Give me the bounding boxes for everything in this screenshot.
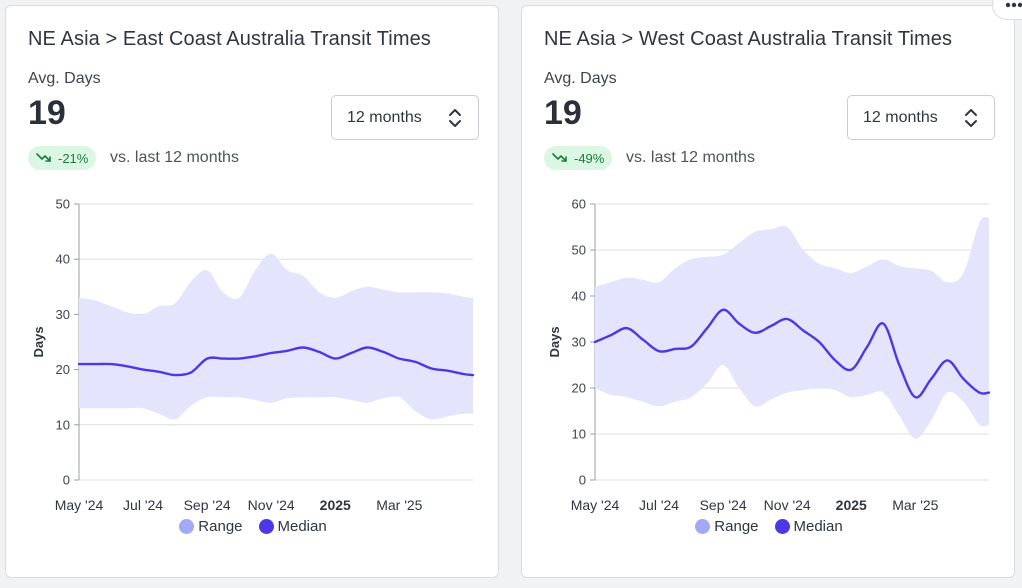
transit-time-chart: 0 10 20 30 40 50 Days May '24 Jul '24 Sep '24 Nov …	[31, 197, 475, 513]
y-tick-label: 60	[572, 197, 586, 212]
y-tick-label: 20	[56, 362, 70, 377]
card-title: NE Asia > East Coast Australia Transit T…	[28, 28, 431, 50]
y-axis-label: Days	[31, 326, 46, 357]
legend-item-range[interactable]: Range	[695, 518, 759, 535]
legend-median-label: Median	[793, 518, 843, 535]
median-line	[593, 308, 991, 399]
more-options-button[interactable]	[992, 0, 1022, 20]
chevron-up-down-icon	[449, 108, 461, 127]
x-tick-label: Nov '24	[764, 497, 811, 513]
metric-label: Avg. Days	[28, 70, 101, 87]
y-axis-label: Days	[547, 326, 562, 357]
trend-badge: -49%	[544, 146, 613, 170]
legend-item-range[interactable]: Range	[179, 518, 243, 535]
metric-value: 19	[544, 94, 582, 132]
legend-range-swatch	[179, 519, 195, 534]
period-select-value: 12 months	[863, 108, 938, 126]
y-tick-label: 10	[56, 417, 70, 432]
trend-change-value: -49%	[574, 150, 605, 166]
x-tick-label: Nov '24	[248, 497, 295, 513]
chart-legend: Range Median	[6, 518, 500, 535]
x-tick-label: Jul '24	[639, 497, 679, 513]
y-tick-label: 0	[63, 473, 70, 488]
metric-label: Avg. Days	[544, 70, 617, 87]
chart-legend: Range Median	[522, 518, 1016, 535]
card-title: NE Asia > West Coast Australia Transit T…	[544, 28, 953, 50]
legend-item-median[interactable]: Median	[258, 518, 327, 535]
y-tick-label: 10	[572, 427, 586, 442]
y-tick-label: 0	[579, 473, 586, 488]
y-tick-label: 50	[572, 243, 586, 258]
y-tick-label: 40	[56, 252, 70, 267]
legend-range-label: Range	[198, 518, 243, 535]
y-tick-label: 30	[56, 307, 70, 322]
east-coast-transit-card: NE Asia > East Coast Australia Transit T…	[5, 5, 499, 578]
y-tick-label: 40	[572, 289, 586, 304]
legend-median-label: Median	[277, 518, 327, 535]
y-tick-label: 50	[56, 197, 70, 212]
trend-change-value: -21%	[58, 150, 89, 166]
legend-range-swatch	[695, 519, 711, 534]
y-tick-label: 20	[572, 381, 586, 396]
x-tick-label: 2025	[836, 497, 867, 513]
more-horizontal-icon	[1005, 2, 1022, 8]
x-tick-label: May '24	[571, 497, 620, 513]
x-tick-label: Jul '24	[123, 497, 163, 513]
trend-context: vs. last 12 months	[626, 149, 755, 166]
legend-item-median[interactable]: Median	[774, 518, 843, 535]
trend-badge: -21%	[28, 146, 97, 170]
metric-value: 19	[28, 94, 66, 132]
legend-median-swatch	[258, 519, 274, 534]
x-tick-label: May '24	[55, 497, 104, 513]
transit-time-chart: 0 10 20 30 40 50 60 Days May '24 Jul '24 Sep '24 No…	[547, 197, 991, 513]
period-select[interactable]: 12 months	[847, 95, 995, 140]
range-band	[595, 216, 989, 439]
y-tick-label: 30	[572, 335, 586, 350]
median-line	[77, 346, 475, 377]
x-tick-label: Mar '25	[892, 497, 938, 513]
x-tick-label: Mar '25	[376, 497, 422, 513]
legend-range-label: Range	[714, 518, 759, 535]
x-tick-label: Sep '24	[184, 497, 231, 513]
trend-context: vs. last 12 months	[110, 149, 239, 166]
range-band	[79, 253, 473, 420]
period-select[interactable]: 12 months	[331, 95, 479, 140]
x-tick-label: 2025	[320, 497, 351, 513]
period-select-value: 12 months	[347, 108, 422, 126]
legend-median-swatch	[774, 519, 790, 534]
west-coast-transit-card: NE Asia > West Coast Australia Transit T…	[521, 5, 1015, 578]
trend-down-icon	[36, 153, 51, 162]
x-tick-label: Sep '24	[700, 497, 747, 513]
chevron-up-down-icon	[965, 108, 977, 127]
trend-down-icon	[552, 153, 567, 162]
